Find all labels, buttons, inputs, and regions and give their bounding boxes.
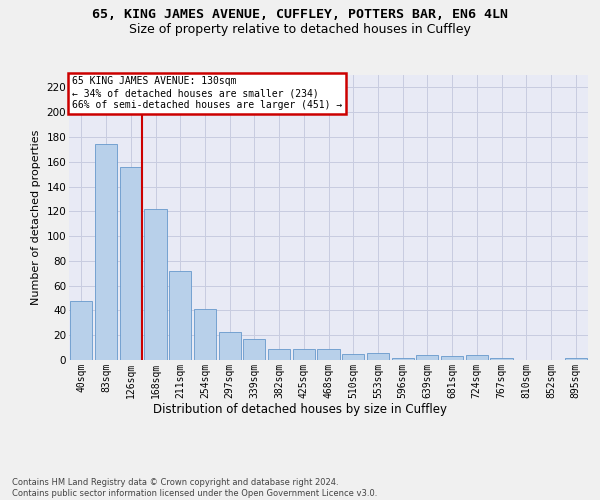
Bar (441, 356, 463, 360)
Y-axis label: Number of detached properties: Number of detached properties (31, 130, 41, 305)
Bar (145, 209, 167, 360)
Bar (565, 358, 587, 360)
Bar (466, 355, 488, 360)
Bar (119, 166, 142, 360)
Bar (367, 352, 389, 360)
Text: Size of property relative to detached houses in Cuffley: Size of property relative to detached ho… (129, 22, 471, 36)
Bar (194, 309, 216, 360)
Bar (317, 349, 340, 360)
Bar (243, 339, 265, 360)
Bar (416, 355, 439, 360)
Bar (218, 332, 241, 360)
Text: 65, KING JAMES AVENUE, CUFFLEY, POTTERS BAR, EN6 4LN: 65, KING JAMES AVENUE, CUFFLEY, POTTERS … (92, 8, 508, 20)
Text: 65 KING JAMES AVENUE: 130sqm
← 34% of detached houses are smaller (234)
66% of s: 65 KING JAMES AVENUE: 130sqm ← 34% of de… (71, 76, 342, 110)
Bar (95, 144, 117, 360)
Bar (293, 349, 315, 360)
Bar (268, 349, 290, 360)
Text: Distribution of detached houses by size in Cuffley: Distribution of detached houses by size … (153, 402, 447, 415)
Bar (392, 358, 414, 360)
Bar (70, 300, 92, 360)
Text: Contains HM Land Registry data © Crown copyright and database right 2024.
Contai: Contains HM Land Registry data © Crown c… (12, 478, 377, 498)
Bar (169, 271, 191, 360)
Bar (342, 354, 364, 360)
Bar (490, 358, 512, 360)
